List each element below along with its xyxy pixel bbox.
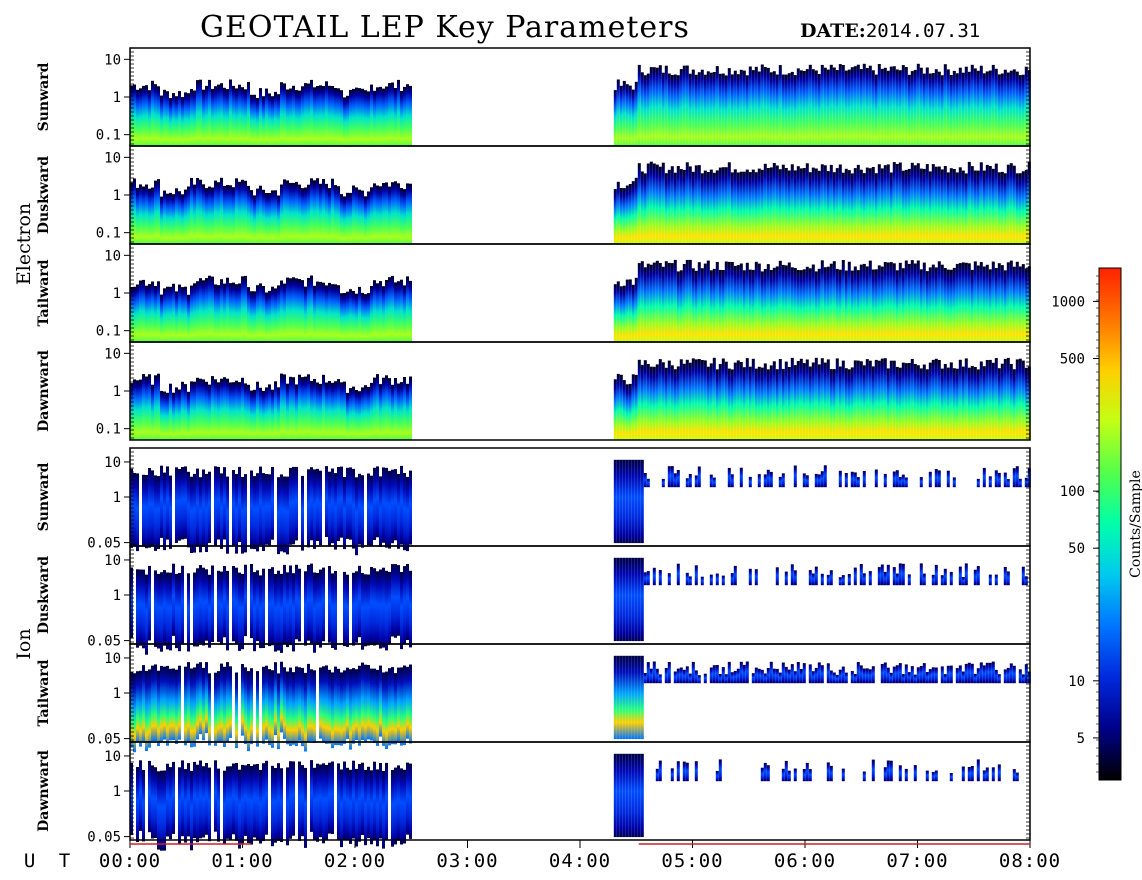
x-tick-7: 07:00 bbox=[886, 850, 948, 872]
electron-tailward-ytick-2: 0.1 bbox=[96, 324, 121, 340]
colorbar-label: Counts/Sample bbox=[1128, 470, 1142, 578]
ion-dawnward-ytick-1: 1 bbox=[113, 784, 121, 800]
electron-dawnward-ytick-0: 10 bbox=[104, 346, 121, 362]
x-tick-8: 08:00 bbox=[999, 850, 1061, 872]
electron-dawnward-label: Dawnward bbox=[36, 350, 52, 432]
ion-tailward-ytick-0: 10 bbox=[104, 651, 121, 667]
x-tick-2: 02:00 bbox=[324, 850, 386, 872]
date-value: 2014.07.31 bbox=[865, 20, 981, 42]
ion-tailward-ytick-1: 1 bbox=[113, 686, 121, 702]
ion-sunward-label: Sunward bbox=[36, 462, 52, 531]
electron-dawnward-spectrogram bbox=[130, 357, 1031, 440]
x-axis-label: U T bbox=[24, 850, 76, 872]
x-tick-5: 05:00 bbox=[661, 850, 723, 872]
ion-duskward-label: Duskward bbox=[36, 556, 52, 634]
electron-duskward-spectrogram bbox=[130, 161, 1031, 244]
electron-sunward-ytick-2: 0.1 bbox=[96, 128, 121, 144]
colorbar bbox=[1098, 267, 1122, 781]
x-tick-0: 00:00 bbox=[99, 850, 161, 872]
x-tick-6: 06:00 bbox=[774, 850, 836, 872]
ion-sunward-ytick-1: 1 bbox=[113, 490, 121, 506]
electron-tailward-ytick-0: 10 bbox=[104, 248, 121, 264]
electron-sunward-ytick-1: 1 bbox=[113, 90, 121, 106]
date-label: DATE: bbox=[800, 20, 866, 42]
ion-sunward-ytick-0: 10 bbox=[104, 455, 121, 471]
electron-dawnward-ytick-1: 1 bbox=[113, 384, 121, 400]
electron-duskward-ytick-2: 0.1 bbox=[96, 226, 121, 242]
ion-tailward-spectrogram bbox=[130, 655, 1031, 753]
ion-dawnward-spectrogram bbox=[130, 753, 1019, 851]
colorbar-tick-4: 500 bbox=[1060, 352, 1085, 368]
electron-duskward-label: Duskward bbox=[36, 156, 52, 234]
ion-group-label: Ion bbox=[13, 628, 35, 659]
ion-duskward-spectrogram bbox=[130, 557, 1028, 655]
electron-duskward-ytick-1: 1 bbox=[113, 188, 121, 204]
x-tick-1: 01:00 bbox=[211, 850, 273, 872]
ion-duskward-ytick-0: 10 bbox=[104, 553, 121, 569]
ion-duskward-ytick-1: 1 bbox=[113, 588, 121, 604]
electron-tailward-label: Tailward bbox=[36, 259, 52, 326]
electron-sunward-label: Sunward bbox=[36, 62, 52, 131]
colorbar-tick-1: 10 bbox=[1068, 674, 1085, 690]
electron-sunward-ytick-0: 10 bbox=[104, 52, 121, 68]
electron-tailward-ytick-1: 1 bbox=[113, 286, 121, 302]
electron-duskward-ytick-0: 10 bbox=[104, 150, 121, 166]
ion-dawnward-ytick-0: 10 bbox=[104, 749, 121, 765]
x-tick-4: 04:00 bbox=[549, 850, 611, 872]
date-readout: DATE:2014.07.31 bbox=[800, 20, 980, 42]
colorbar-tick-0: 5 bbox=[1077, 731, 1085, 747]
colorbar-tick-5: 1000 bbox=[1051, 294, 1085, 310]
electron-group-label: Electron bbox=[13, 203, 35, 285]
ion-dawnward-ytick-2: 0.05 bbox=[87, 830, 121, 846]
electron-tailward-spectrogram bbox=[130, 259, 1031, 342]
colorbar-tick-3: 100 bbox=[1060, 484, 1085, 500]
ion-sunward-spectrogram bbox=[130, 459, 1031, 556]
ion-tailward-ytick-2: 0.05 bbox=[87, 732, 121, 748]
electron-sunward-spectrogram bbox=[130, 63, 1031, 146]
ion-tailward-label: Tailward bbox=[36, 659, 52, 726]
ion-duskward-ytick-2: 0.05 bbox=[87, 634, 121, 650]
x-tick-3: 03:00 bbox=[436, 850, 498, 872]
electron-dawnward-ytick-2: 0.1 bbox=[96, 422, 121, 438]
chart-title: GEOTAIL LEP Key Parameters bbox=[200, 10, 690, 45]
ion-dawnward-label: Dawnward bbox=[36, 750, 52, 832]
ion-sunward-ytick-2: 0.05 bbox=[87, 536, 121, 552]
colorbar-tick-2: 50 bbox=[1068, 541, 1085, 557]
